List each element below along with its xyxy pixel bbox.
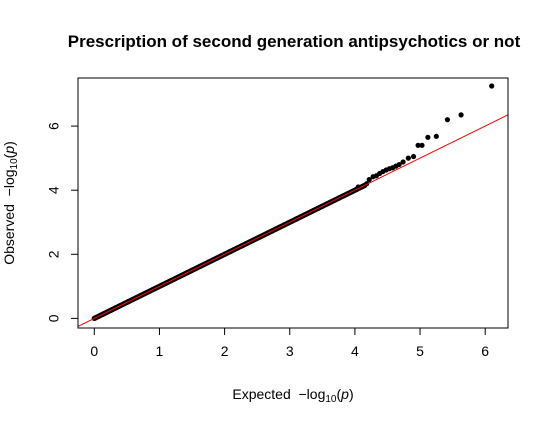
plot-area	[77, 77, 509, 329]
y-tick-label: 6	[46, 122, 62, 130]
data-point	[415, 142, 421, 148]
data-point	[433, 133, 439, 139]
data-point	[410, 153, 417, 160]
x-tick-label: 4	[351, 343, 359, 359]
chart-title: Prescription of second generation antips…	[68, 32, 521, 51]
data-points	[91, 83, 495, 321]
data-point	[444, 117, 451, 123]
data-point	[366, 177, 372, 183]
data-point	[489, 83, 495, 89]
y-tick-label: 2	[46, 250, 62, 258]
reference-line	[78, 114, 508, 327]
data-point	[396, 161, 402, 168]
y-tick-label: 0	[46, 314, 62, 322]
x-tick-label: 0	[90, 343, 98, 359]
data-point	[400, 159, 406, 165]
y-tick-label: 4	[46, 186, 62, 194]
data-point	[405, 155, 411, 161]
data-point	[458, 112, 464, 118]
data-point	[419, 142, 425, 148]
x-tick-label: 2	[221, 343, 229, 359]
x-tick-label: 6	[481, 343, 489, 359]
x-tick-label: 5	[416, 343, 424, 359]
x-tick-label: 1	[156, 343, 164, 359]
y-axis: 0 2 4 6	[46, 122, 79, 322]
x-axis-label: Expected −log10(p)	[232, 386, 353, 405]
x-tick-label: 3	[286, 343, 294, 359]
x-axis: 0 1 2 3 4 5 6	[90, 327, 489, 359]
plot-frame	[77, 77, 509, 329]
y-axis-label: Observed −log10(p)	[1, 141, 20, 265]
data-point	[425, 134, 431, 140]
